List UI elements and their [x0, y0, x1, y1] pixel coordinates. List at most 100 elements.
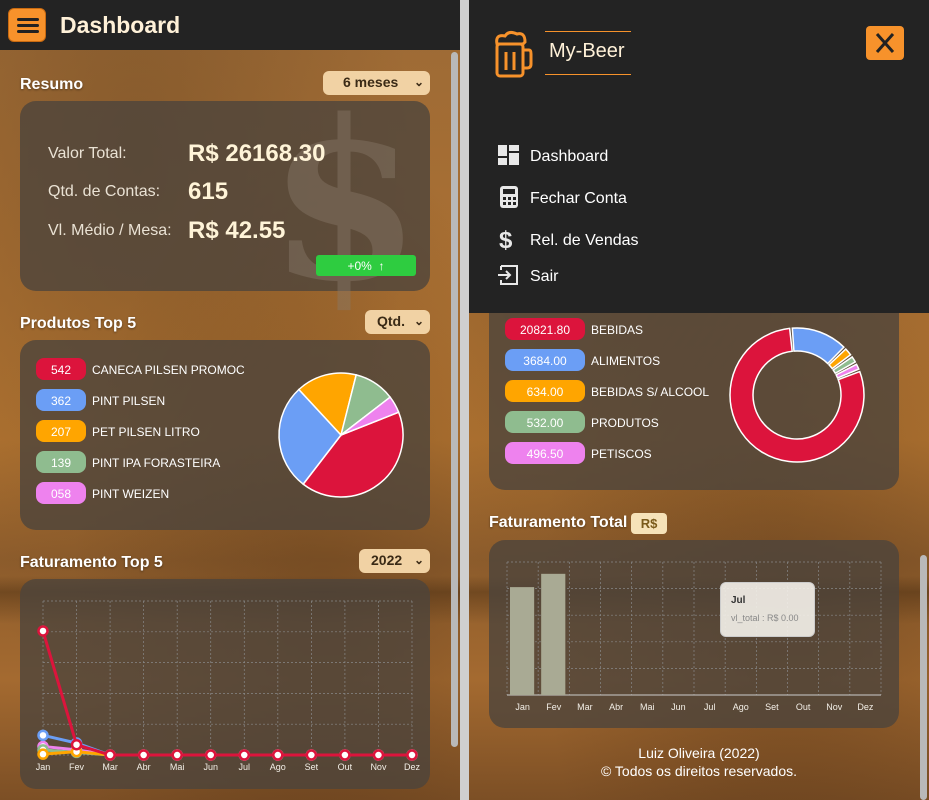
- x-tick-label: Dez: [404, 762, 421, 772]
- legend-label: BEBIDAS S/ ALCOOL: [591, 385, 710, 399]
- nav-item-dashboard[interactable]: Dashboard: [497, 143, 797, 171]
- data-point[interactable]: [37, 625, 49, 637]
- brand-divider-top: [545, 31, 631, 32]
- hamburger-menu-button[interactable]: [8, 8, 46, 42]
- legend-value: 207: [36, 420, 86, 442]
- nav-item-sair[interactable]: Sair: [497, 263, 797, 291]
- data-point[interactable]: [204, 749, 217, 761]
- produtos-title: Produtos Top 5: [20, 315, 137, 332]
- data-point[interactable]: [339, 749, 351, 761]
- legend-value: 496.50: [505, 442, 585, 464]
- pie-slice: [835, 363, 860, 379]
- legend-label: BEBIDAS: [591, 323, 644, 337]
- nav-item-rel-vendas[interactable]: $ Rel. de Vendas: [497, 227, 797, 255]
- qtd-contas-value: 615: [188, 178, 229, 205]
- legend-label: PRODUTOS: [591, 416, 659, 430]
- footer-author: Luiz Oliveira (2022): [638, 745, 760, 761]
- chart-tooltip: Jul vl_total : R$ 0.00: [720, 582, 815, 637]
- chevron-down-icon: ⌄: [413, 314, 424, 328]
- chevron-down-icon: ⌄: [413, 553, 424, 567]
- legend-value: 362: [36, 389, 86, 411]
- produtos-metric-select[interactable]: Qtd. ⌄: [365, 310, 430, 334]
- legend-value: 532.00: [505, 411, 585, 433]
- faturamento-total-bar-chart: Jan Fev Mar Abr Mai Jun Jul Ago Set Out Nov Dez: [506, 561, 882, 712]
- pie-slice: [827, 347, 852, 370]
- bar[interactable]: [541, 573, 566, 695]
- pie-slice: [729, 327, 865, 463]
- year-select[interactable]: 2022 ⌄: [359, 549, 430, 573]
- x-tick-label: Jun: [203, 762, 218, 772]
- x-tick-label: Out: [338, 762, 353, 772]
- bar[interactable]: [510, 587, 535, 695]
- categorias-donut-chart: [729, 327, 865, 463]
- top-bar: Dashboard: [0, 0, 460, 50]
- pie-slice: [278, 388, 342, 486]
- x-tick-label: Ago: [733, 702, 749, 712]
- faturamento-total-card: Jan Fev Mar Abr Mai Jun Jul Ago Set Out Nov Dez Jul…: [489, 540, 899, 728]
- x-tick-label: Out: [796, 702, 811, 712]
- x-tick-label: Ago: [270, 762, 286, 772]
- data-point[interactable]: [372, 749, 385, 761]
- period-select[interactable]: 6 meses ⌄: [323, 71, 430, 95]
- pie-slice: [832, 355, 857, 375]
- categorias-card: 20821.80 BEBIDAS 3684.00 ALIMENTOS 634.00 BEB…: [489, 290, 899, 490]
- x-tick-label: Jan: [36, 762, 51, 772]
- data-point[interactable]: [137, 749, 150, 761]
- dollar-icon: $: [499, 227, 513, 254]
- legend-label: PINT PILSEN: [92, 394, 166, 408]
- data-point[interactable]: [171, 749, 183, 761]
- scrollbar[interactable]: [451, 52, 458, 747]
- pie-slice: [302, 411, 404, 498]
- pie-slice: [791, 327, 845, 365]
- dashboard-icon: [498, 145, 519, 165]
- valor-medio-value: R$ 42.55: [188, 217, 286, 244]
- x-tick-label: Jan: [515, 702, 530, 712]
- legend-label: ALIMENTOS: [591, 354, 661, 368]
- x-tick-label: Set: [765, 702, 779, 712]
- faturamento-total-title: Faturamento Total: [489, 514, 628, 531]
- scrollbar[interactable]: [920, 555, 927, 800]
- data-point[interactable]: [104, 749, 116, 761]
- data-point[interactable]: [70, 738, 83, 751]
- nav-item-label: Rel. de Vendas: [530, 232, 639, 249]
- x-tick-label: Mai: [640, 702, 655, 712]
- dollar-watermark-icon: $: [268, 71, 422, 330]
- resumo-title: Resumo: [20, 76, 84, 93]
- x-tick-label: Mar: [577, 702, 593, 712]
- pie-slice: [340, 396, 400, 436]
- arrow-up-icon: ↑: [375, 259, 385, 273]
- tooltip-title: Jul: [731, 595, 746, 606]
- brand-divider-bottom: [545, 74, 631, 75]
- series-line: [41, 630, 412, 757]
- year-select-value: 2022: [371, 552, 403, 568]
- calculator-icon: [500, 186, 518, 208]
- tooltip-value: vl_total : R$ 0.00: [731, 613, 799, 623]
- data-point[interactable]: [238, 749, 251, 761]
- valor-total-value: R$ 26168.30: [188, 140, 326, 167]
- nav-item-fechar-conta[interactable]: Fechar Conta: [497, 185, 797, 213]
- data-point[interactable]: [305, 749, 318, 761]
- x-tick-label: Jul: [239, 762, 251, 772]
- legend-value: 542: [36, 358, 86, 380]
- produtos-card: 542 CANECA PILSEN PROMOCAO 362 PINT PILSEN 2…: [20, 340, 430, 530]
- x-tick-label: Abr: [609, 702, 623, 712]
- navigation-drawer: My-Beer Dashboard Fechar Conta $ Rel. de…: [469, 0, 929, 313]
- data-point[interactable]: [37, 729, 49, 742]
- legend-label: PINT IPA FORASTEIRA: [92, 456, 221, 470]
- legend-value: 20821.80: [505, 318, 585, 340]
- data-point[interactable]: [406, 749, 418, 761]
- nav-item-label: Sair: [530, 268, 559, 285]
- x-tick-label: Set: [305, 762, 319, 772]
- legend-label: PET PILSEN LITRO: [92, 425, 200, 439]
- produtos-pie-chart: [278, 372, 404, 498]
- data-point[interactable]: [272, 749, 284, 761]
- close-drawer-button[interactable]: [866, 26, 904, 60]
- trend-badge: +0% ↑: [316, 255, 416, 276]
- nav-item-label: Fechar Conta: [530, 190, 627, 207]
- pie-slice: [297, 372, 358, 437]
- x-tick-label: Jun: [671, 702, 686, 712]
- x-tick-label: Mai: [170, 762, 185, 772]
- data-point[interactable]: [37, 748, 49, 760]
- x-tick-label: Fev: [69, 762, 85, 772]
- resumo-card: $ Valor Total: R$ 26168.30 Qtd. de Conta…: [20, 91, 430, 311]
